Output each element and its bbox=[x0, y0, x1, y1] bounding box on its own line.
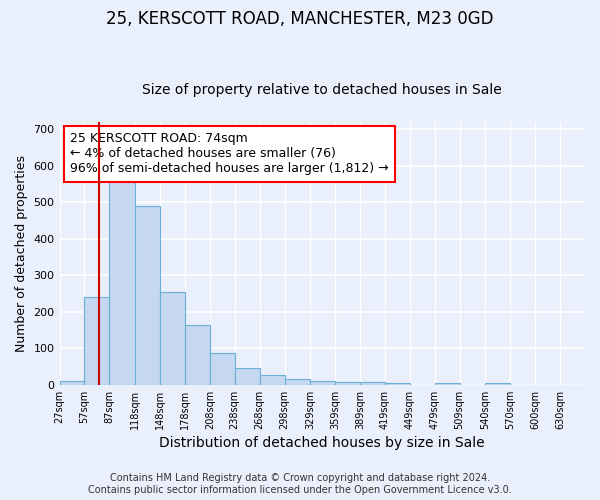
Text: 25, KERSCOTT ROAD, MANCHESTER, M23 0GD: 25, KERSCOTT ROAD, MANCHESTER, M23 0GD bbox=[106, 10, 494, 28]
Y-axis label: Number of detached properties: Number of detached properties bbox=[15, 155, 28, 352]
Bar bbox=[385, 383, 410, 385]
Bar bbox=[310, 381, 335, 385]
Bar bbox=[59, 381, 85, 385]
Bar bbox=[135, 206, 160, 385]
Bar bbox=[85, 297, 109, 385]
Bar bbox=[260, 374, 284, 385]
Bar bbox=[185, 324, 210, 385]
Bar bbox=[210, 352, 235, 385]
X-axis label: Distribution of detached houses by size in Sale: Distribution of detached houses by size … bbox=[160, 436, 485, 450]
Text: Contains HM Land Registry data © Crown copyright and database right 2024.
Contai: Contains HM Land Registry data © Crown c… bbox=[88, 474, 512, 495]
Bar bbox=[160, 292, 185, 385]
Bar bbox=[435, 383, 460, 385]
Text: 25 KERSCOTT ROAD: 74sqm
← 4% of detached houses are smaller (76)
96% of semi-det: 25 KERSCOTT ROAD: 74sqm ← 4% of detached… bbox=[70, 132, 389, 176]
Bar bbox=[109, 180, 135, 385]
Bar bbox=[284, 380, 310, 385]
Bar bbox=[360, 382, 385, 385]
Bar bbox=[335, 382, 360, 385]
Bar bbox=[235, 368, 260, 385]
Bar bbox=[485, 383, 510, 385]
Title: Size of property relative to detached houses in Sale: Size of property relative to detached ho… bbox=[142, 83, 502, 97]
